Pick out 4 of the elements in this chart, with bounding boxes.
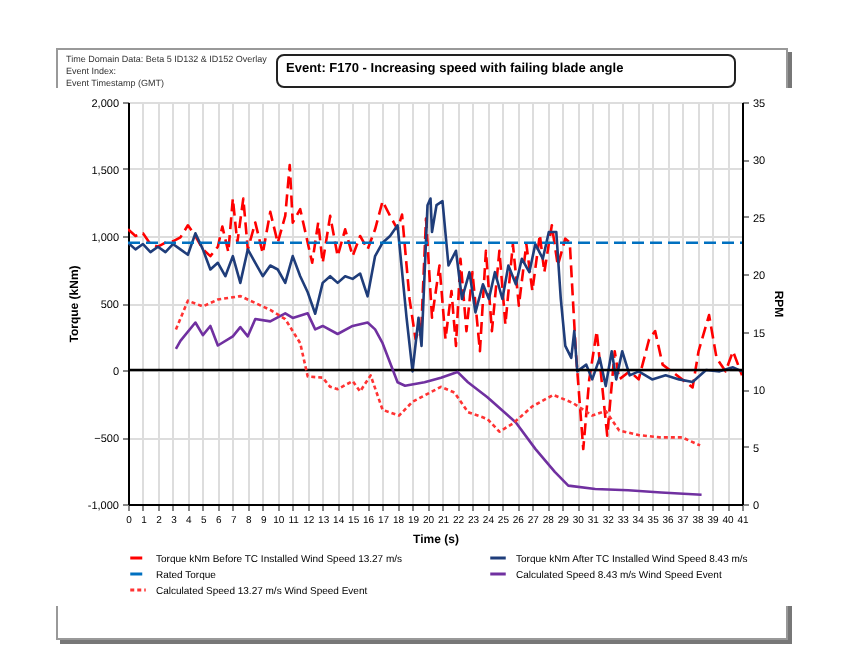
line-series [174,312,703,497]
line-series [128,163,742,451]
line-series [128,197,742,388]
line-series [174,294,702,447]
